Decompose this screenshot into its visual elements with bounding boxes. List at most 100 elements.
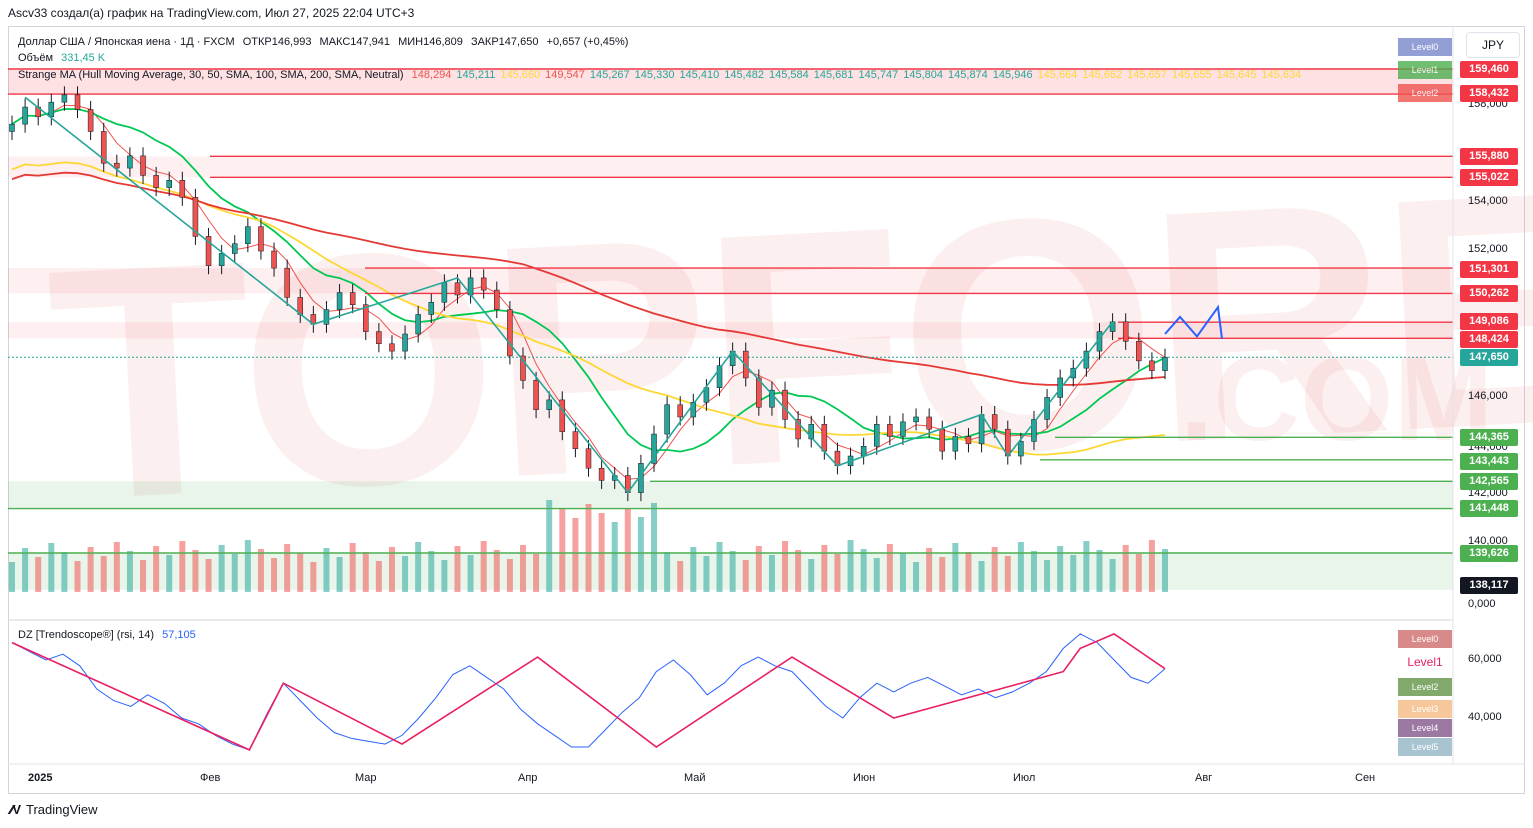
price-level-box[interactable]: Level2 (1398, 84, 1452, 102)
volume-bar (664, 552, 671, 592)
zigzag-line (24, 96, 1114, 494)
volume-bar (61, 552, 68, 592)
price-level-label: 150,262 (1460, 285, 1518, 302)
zone-box (8, 69, 1453, 95)
candle-body (782, 389, 788, 420)
rsi-level-box[interactable]: Level1 (1398, 653, 1452, 671)
volume-bar (585, 504, 592, 592)
ma-value: 148,294 (411, 69, 452, 81)
candle-body (284, 267, 290, 298)
candle-body (376, 331, 382, 345)
rsi-level-box[interactable]: Level3 (1398, 700, 1452, 718)
price-level-label: 155,880 (1460, 148, 1518, 165)
price-axis-label: 146,000 (1468, 390, 1508, 402)
volume-bar (651, 503, 658, 592)
volume-bar (952, 543, 959, 592)
rsi-level-box[interactable]: Level2 (1398, 678, 1452, 696)
candle-body (323, 309, 330, 325)
candle-body (415, 314, 421, 335)
symbol-legend[interactable]: Доллар США / Японская иена · 1Д · FXCM О… (18, 36, 633, 48)
volume-bar (677, 561, 684, 592)
candle-body (1018, 441, 1024, 457)
volume-bar (22, 548, 29, 592)
volume-bar (886, 544, 893, 592)
moving-average-line (11, 108, 1166, 453)
candle-body (664, 404, 670, 435)
volume-legend[interactable]: Объём 331,45 K (18, 52, 110, 64)
volume-bar (1122, 545, 1129, 592)
candle-body (218, 253, 225, 266)
rsi-level-box[interactable]: Level4 (1398, 719, 1452, 737)
currency-selector[interactable]: JPY (1466, 32, 1520, 58)
candle-body (114, 162, 120, 169)
price-level-label: 155,022 (1460, 169, 1518, 186)
candle-body (887, 424, 893, 437)
zone-box (8, 481, 1453, 509)
price-axis-label: 142,000 (1468, 487, 1508, 499)
ma-value: 145,946 (992, 69, 1033, 81)
volume-bar (1070, 555, 1077, 592)
candle-body (179, 180, 186, 198)
time-axis-label: 2025 (28, 772, 53, 784)
rsi-indicator-legend[interactable]: DZ [Trendoscope®] (rsi, 14) 57,105 (18, 629, 201, 641)
change-value: +0,657 (+0,45%) (546, 36, 629, 48)
time-axis-label: Авг (1195, 772, 1213, 784)
volume-bar (991, 547, 998, 592)
volume-bar (87, 547, 94, 592)
rsi-level-box[interactable]: Level0 (1398, 630, 1452, 648)
volume-bar (965, 552, 972, 592)
candle-body (1149, 360, 1155, 371)
rsi-indicator-value: 57,105 (162, 629, 196, 641)
candle-body (952, 436, 959, 452)
volume-bar (454, 546, 461, 592)
volume-bar (428, 551, 435, 592)
rsi-level-box[interactable]: Level5 (1398, 738, 1452, 756)
candle-body (336, 292, 343, 310)
volume-bar (1083, 541, 1090, 592)
price-level-box[interactable]: Level1 (1398, 61, 1452, 79)
volume-bar (572, 518, 579, 592)
moving-average-line (11, 161, 1166, 456)
volume-bar (860, 549, 867, 592)
volume-bar (48, 543, 55, 592)
ma-indicator-legend[interactable]: Strange MA (Hull Moving Average, 30, 50,… (18, 69, 1306, 81)
candle-body (690, 402, 697, 418)
volume-bar (1004, 556, 1011, 592)
candle-body (716, 365, 723, 388)
candle-body (349, 292, 356, 305)
ma-value: 145,660 (500, 69, 541, 81)
volume-bar (729, 551, 736, 592)
price-level-box[interactable]: Level0 (1398, 38, 1452, 56)
candle-body (860, 446, 867, 457)
time-axis-label: Апр (518, 772, 538, 784)
candle-body (22, 106, 28, 125)
candle-body (533, 380, 539, 410)
ma-value: 145,681 (813, 69, 854, 81)
price-level-label: 138,117 (1460, 577, 1518, 594)
candle-body (808, 424, 814, 440)
candle-body (127, 155, 133, 169)
ma-value: 149,547 (545, 69, 585, 81)
zone-box (8, 156, 1453, 178)
tradingview-icon: ⁄⁄V (10, 802, 21, 817)
candle-body (651, 433, 657, 464)
price-level-label: 147,650 (1460, 349, 1518, 366)
ma-value: 145,634 (1261, 69, 1302, 81)
volume-bar (1148, 540, 1155, 592)
volume-bar (271, 558, 278, 592)
low-value: МИН146,809 (398, 36, 463, 48)
volume-bar (899, 553, 906, 592)
price-axis-label: 140,000 (1468, 535, 1508, 547)
volume-bar (166, 555, 173, 592)
tradingview-logo[interactable]: ⁄⁄V TradingView (10, 802, 98, 817)
candle-body (1031, 419, 1037, 442)
ma-value: 145,662 (1082, 69, 1123, 81)
volume-bar (782, 541, 789, 592)
price-level-label: 159,460 (1460, 61, 1518, 78)
price-axis-label: 154,000 (1468, 195, 1508, 207)
candle-body (402, 333, 408, 352)
volume-bar (795, 550, 802, 592)
candle-body (507, 309, 513, 357)
time-axis-label: Июн (853, 772, 876, 784)
